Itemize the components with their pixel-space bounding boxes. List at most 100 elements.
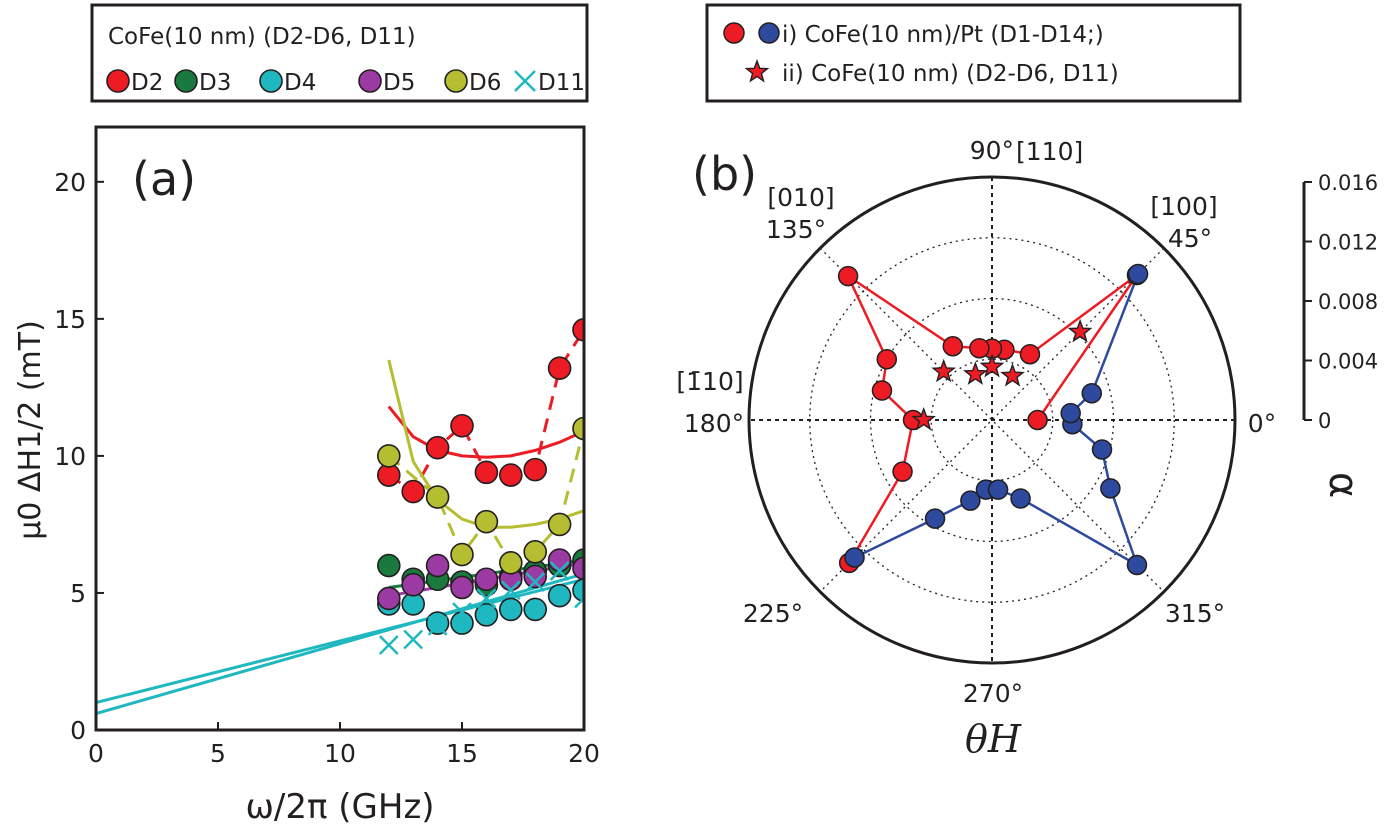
radial-scale-label: 0.016	[1318, 171, 1378, 195]
polar-angle-label: 270°	[963, 679, 1023, 708]
x-tick-label: 20	[568, 739, 600, 768]
point-D5	[425, 553, 450, 578]
point-D6	[523, 540, 548, 564]
legend-b-entry-1: i) CoFe(10 nm)/Pt (D1-D14;)	[782, 22, 1104, 48]
polar-point	[876, 349, 898, 370]
legend-b-entry-2: ii) CoFe(10 nm) (D2-D6, D11)	[782, 61, 1119, 87]
polar-point	[871, 380, 893, 401]
legend-a-marker	[444, 69, 468, 93]
point-D3	[376, 553, 401, 578]
panel-b-label: (b)	[692, 147, 757, 201]
point-D5	[376, 586, 401, 611]
radial-axis-label: α	[1320, 472, 1366, 498]
legend-a-label: D3	[199, 70, 231, 96]
y-axis-label: μ0 ΔH1/2 (mT)	[13, 320, 48, 540]
polar-point-star	[963, 361, 988, 385]
angle-axis-label: θH	[965, 717, 1022, 761]
direction-label: [1̄10]	[676, 367, 743, 396]
polar-point	[924, 508, 946, 529]
point-D11	[476, 588, 497, 609]
point-D4	[523, 597, 548, 622]
fit-line-D2	[387, 405, 584, 459]
point-D11	[549, 561, 570, 581]
point-D5	[474, 567, 499, 592]
radial-scale-label: 0.012	[1318, 231, 1378, 255]
polar-point	[1100, 478, 1121, 499]
polar-point	[987, 479, 1009, 500]
polar-point	[892, 461, 913, 482]
point-D2	[572, 318, 584, 342]
point-D4	[498, 597, 523, 622]
polar-point	[942, 335, 964, 357]
y-tick-label: 20	[54, 168, 86, 197]
polar-angle-label: 90°	[970, 136, 1014, 165]
polar-angle-label: 45°	[1168, 224, 1212, 253]
polar-point-star	[1000, 363, 1025, 387]
polar-ring	[930, 358, 1054, 482]
polar-angle-label: 0°	[1248, 409, 1276, 438]
polar-angle-label: 180°	[684, 409, 744, 438]
point-D4	[547, 583, 572, 608]
polar-point	[1091, 439, 1113, 460]
legend-a-marker	[358, 69, 382, 93]
point-D2	[401, 479, 426, 504]
point-D11	[525, 572, 546, 592]
point-D11	[574, 588, 584, 609]
polar-point	[1081, 383, 1103, 404]
polar-point	[844, 547, 865, 568]
polar-point	[1019, 343, 1041, 365]
point-D6	[425, 485, 450, 509]
y-tick-label: 10	[54, 442, 86, 471]
legend-a-label: D2	[131, 70, 163, 96]
legend-a-marker	[259, 69, 283, 93]
point-D2	[523, 457, 548, 482]
point-D6	[376, 444, 401, 468]
legend-b-box	[705, 3, 1242, 103]
polar-point	[1060, 402, 1081, 424]
y-tick-label: 5	[70, 579, 86, 608]
point-D11	[500, 580, 521, 601]
polar-point	[1010, 488, 1031, 509]
direction-label: [110]	[1016, 137, 1083, 166]
point-D11	[378, 635, 399, 655]
polar-angle-label: 315°	[1165, 599, 1225, 628]
radial-scale-label: 0	[1318, 409, 1331, 433]
legend-a-label: D4	[284, 70, 316, 96]
point-D4	[450, 611, 474, 635]
x-tick-label: 0	[88, 739, 104, 768]
point-D5	[523, 564, 548, 589]
legend-b-marker-blue	[758, 22, 780, 44]
x-axis-label: ω/2π (GHz)	[245, 787, 434, 827]
point-D6	[474, 509, 499, 534]
legend-a-marker	[174, 69, 198, 93]
legend-b-marker-red	[723, 22, 745, 44]
x-tick-label: 10	[324, 739, 356, 768]
polar-point	[960, 490, 981, 511]
direction-label: [100]	[1150, 192, 1217, 221]
polar-point-star	[931, 358, 957, 383]
point-D2	[425, 435, 450, 460]
polar-outer-circle	[747, 175, 1237, 665]
point-D11	[452, 602, 472, 623]
panel-b-polar-plot: 0° 45° 90° 135° 180° 225° 270° 315° [110] [100] [0…	[676, 136, 1276, 708]
polar-point-star	[911, 406, 937, 431]
polar-point	[1127, 263, 1149, 285]
point-D5	[547, 548, 572, 572]
x-tick-label: 5	[210, 739, 226, 768]
legend-a-label: D11	[538, 70, 585, 96]
point-D2	[474, 460, 499, 485]
polar-angle-label: 135°	[766, 215, 826, 244]
point-D11	[427, 615, 448, 636]
polar-point	[969, 337, 990, 359]
y-tick-label: 15	[54, 305, 86, 334]
legend-b-marker-star	[744, 58, 770, 83]
legend-b-entries	[723, 22, 780, 83]
polar-angle-label: 225°	[743, 599, 803, 628]
point-D11	[403, 629, 424, 650]
point-D6	[498, 551, 523, 575]
legend-a-label: D5	[383, 70, 415, 96]
point-D2	[450, 413, 474, 438]
radial-scale: 0 0.004 0.008 0.012 0.016	[1302, 171, 1378, 433]
point-D6	[572, 416, 584, 441]
